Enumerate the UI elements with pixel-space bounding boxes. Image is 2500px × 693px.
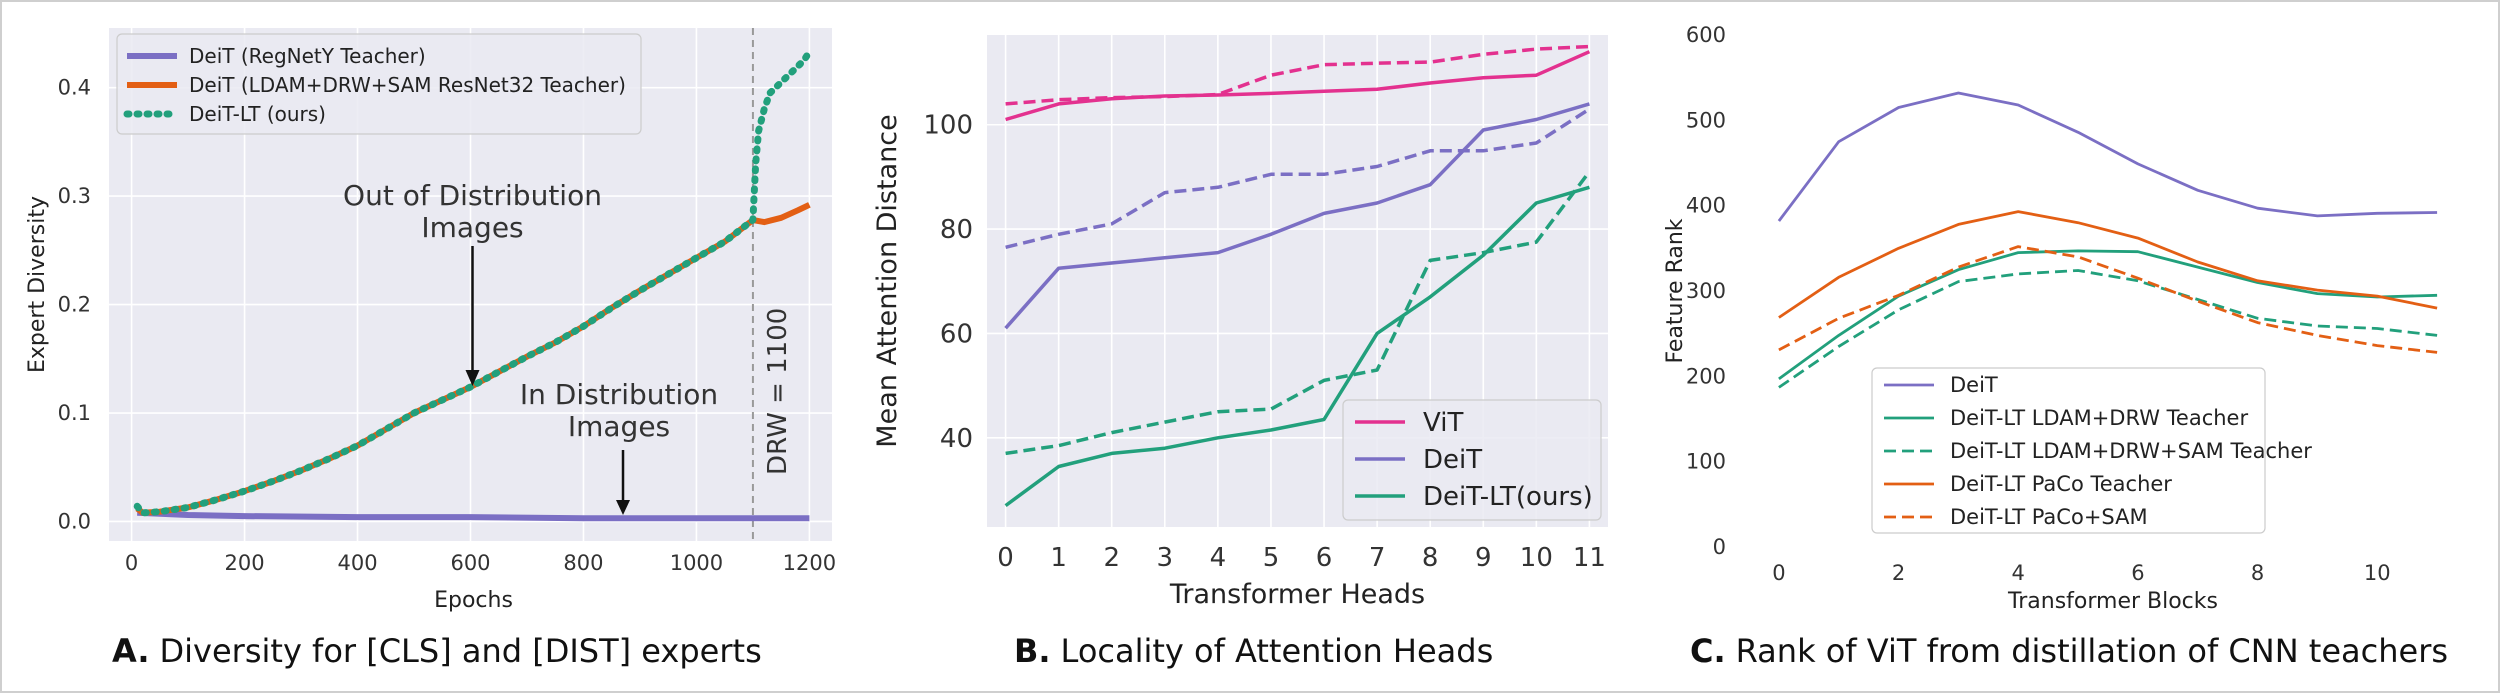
x-tick-label: 600 <box>450 551 490 575</box>
legend-label: DeiT-LT PaCo+SAM <box>1950 505 2148 529</box>
caption-a-text: Diversity for [CLS] and [DIST] experts <box>159 632 762 670</box>
x-axis-label: Epochs <box>434 588 513 613</box>
y-tick-label: 500 <box>1686 108 1726 132</box>
x-tick-label: 1000 <box>670 551 723 575</box>
series-line-3 <box>1778 210 2438 319</box>
y-tick-label: 0.2 <box>58 293 91 317</box>
caption-b-text: Locality of Attention Heads <box>1060 632 1494 670</box>
x-axis-label: Transformer Heads <box>1169 579 1425 610</box>
legend-label: DeiT <box>1423 445 1482 475</box>
x-tick-label: 2 <box>1103 543 1120 573</box>
legend-label: DeiT (RegNetY Teacher) <box>189 44 426 68</box>
caption-b-letter: B. <box>1014 632 1051 670</box>
x-tick-label: 8 <box>2251 561 2264 585</box>
x-tick-label: 7 <box>1369 543 1386 573</box>
series-line-0 <box>137 509 810 522</box>
x-tick-label: 3 <box>1157 543 1174 573</box>
x-tick-label: 1200 <box>783 551 836 575</box>
caption-b: B. Locality of Attention Heads <box>1014 632 1493 670</box>
legend-label: DeiT <box>1950 373 1998 397</box>
x-axis-label: Transformer Blocks <box>2007 589 2218 614</box>
x-tick-label: 4 <box>1210 543 1227 573</box>
x-tick-label: 10 <box>1520 543 1553 573</box>
legend-label: DeiT (LDAM+DRW+SAM ResNet32 Teacher) <box>189 73 626 97</box>
y-tick-label: 0.3 <box>58 184 91 208</box>
y-tick-label: 0.1 <box>58 401 91 425</box>
x-tick-label: 800 <box>563 551 603 575</box>
x-tick-label: 0 <box>125 551 138 575</box>
annotation-ood-text: Out of Distribution <box>343 179 602 212</box>
annotation-id-text: Images <box>568 410 670 443</box>
chart-a-expert-diversity: 0 200 400 600 800 1000 1200 0.0 0.1 0.2 0.3 0.4 DRW … <box>25 28 836 613</box>
x-tick-label: 8 <box>1422 543 1439 573</box>
caption-c-text: Rank of ViT from distillation of CNN tea… <box>1735 632 2449 670</box>
legend-box <box>1342 399 1602 521</box>
legend-label: ViT <box>1423 408 1463 438</box>
x-tick-label: 200 <box>225 551 265 575</box>
y-tick-label: 600 <box>1686 23 1726 47</box>
y-axis-label: Mean Attention Distance <box>872 114 903 447</box>
y-tick-label: 60 <box>940 319 973 349</box>
chart-b-attention-locality: 0 1 2 3 4 5 6 7 8 9 10 11 40 60 80 100 ViT DeiT DeiT-LT(ou… <box>872 35 1608 610</box>
y-tick-label: 0.0 <box>58 509 91 533</box>
series-line-0 <box>1777 91 2438 222</box>
x-tick-label: 1 <box>1050 543 1067 573</box>
legend-label: DeiT-LT (ours) <box>189 102 326 126</box>
series-line-2 <box>133 48 813 517</box>
x-tick-label: 5 <box>1263 543 1280 573</box>
x-tick-label: 9 <box>1475 543 1492 573</box>
series-line-5 <box>1005 170 1591 456</box>
x-tick-label: 0 <box>1772 561 1785 585</box>
x-tick-label: 6 <box>2131 561 2144 585</box>
x-tick-label: 400 <box>337 551 377 575</box>
series-line-1 <box>1005 44 1590 106</box>
legend-label: DeiT-LT(ours) <box>1423 482 1593 512</box>
annotation-id-arrow-head <box>616 500 631 515</box>
series-line-4 <box>1778 245 2438 354</box>
annotation-id-text: In Distribution <box>520 378 718 411</box>
x-tick-label: 0 <box>997 543 1014 573</box>
legend-label: DeiT-LT LDAM+DRW+SAM Teacher <box>1950 439 2312 463</box>
y-axis-label: Expert Diversity <box>25 196 50 373</box>
annotation-ood-arrow-head <box>465 370 480 386</box>
y-tick-label: 80 <box>940 215 973 245</box>
caption-a-letter: A. <box>112 632 150 670</box>
y-tick-label: 300 <box>1686 279 1726 303</box>
drw-label: DRW = 1100 <box>763 308 793 475</box>
y-tick-label: 400 <box>1686 194 1726 218</box>
y-axis-label: Feature Rank <box>1663 218 1688 363</box>
y-tick-label: 40 <box>940 424 973 454</box>
x-tick-label: 6 <box>1316 543 1333 573</box>
y-tick-label: 100 <box>1686 450 1726 474</box>
annotation-ood-text: Images <box>421 211 523 244</box>
x-tick-label: 4 <box>2012 561 2025 585</box>
y-tick-label: 0 <box>1713 535 1726 559</box>
y-tick-label: 200 <box>1686 364 1726 388</box>
legend-label: DeiT-LT PaCo Teacher <box>1950 472 2172 496</box>
series-line-2 <box>1004 102 1590 330</box>
series-line-4 <box>1004 185 1590 508</box>
caption-a: A. Diversity for [CLS] and [DIST] experts <box>112 632 762 670</box>
y-tick-label: 0.4 <box>58 76 91 100</box>
series-line-2 <box>1778 269 2438 389</box>
y-tick-label: 100 <box>923 111 973 141</box>
x-tick-label: 2 <box>1892 561 1905 585</box>
legend-box <box>116 33 642 135</box>
caption-c-letter: C. <box>1690 632 1726 670</box>
caption-c: C. Rank of ViT from distillation of CNN t… <box>1690 632 2448 670</box>
x-tick-label: 11 <box>1573 543 1606 573</box>
legend-label: DeiT-LT LDAM+DRW Teacher <box>1950 406 2248 430</box>
series-line-1 <box>1778 249 2438 381</box>
legend-box <box>1871 367 2266 534</box>
x-tick-label: 10 <box>2364 561 2391 585</box>
series-line-3 <box>1005 107 1591 249</box>
